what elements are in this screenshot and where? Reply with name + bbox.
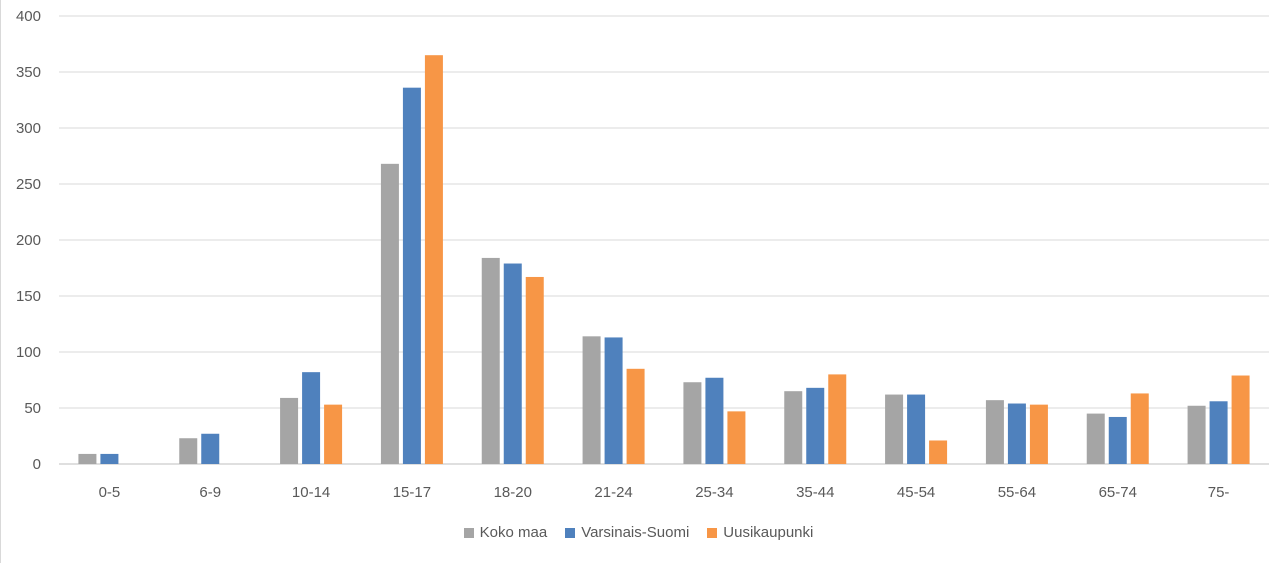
y-tick-label: 350: [16, 64, 41, 81]
y-tick-label: 0: [33, 456, 41, 473]
bar-koko-maa: [683, 382, 702, 464]
bars: [78, 55, 1250, 465]
x-tick-label: 25-34: [695, 484, 733, 501]
bar-varsinais-suomi: [302, 372, 321, 464]
bar-koko-maa: [380, 163, 399, 464]
bar-uusikaupunki: [828, 374, 847, 464]
bar-varsinais-suomi: [1209, 401, 1228, 464]
bar-uusikaupunki: [1130, 393, 1149, 464]
x-tick-label: 21-24: [594, 484, 632, 501]
x-tick-label: 18-20: [494, 484, 532, 501]
bar-uusikaupunki: [324, 404, 343, 464]
legend-label-uusikaupunki: Uusikaupunki: [723, 524, 814, 541]
x-tick-label: 6-9: [199, 484, 221, 501]
bar-koko-maa: [784, 391, 803, 464]
x-tick-label: 65-74: [1099, 484, 1137, 501]
x-tick-label: 0-5: [99, 484, 121, 501]
y-tick-label: 200: [16, 232, 41, 249]
bar-koko-maa: [78, 453, 97, 464]
legend: Koko maa Varsinais-Suomi Uusikaupunki: [1, 524, 1275, 541]
bar-varsinais-suomi: [1108, 416, 1127, 464]
bar-koko-maa: [179, 438, 198, 464]
y-tick-label: 100: [16, 344, 41, 361]
x-tick-label: 75-: [1208, 484, 1230, 501]
x-tick-label: 55-64: [998, 484, 1036, 501]
y-axis-ticks: 0 50 100 150 200 250 300 350 400: [16, 8, 41, 473]
bar-koko-maa: [885, 394, 904, 464]
bar-varsinais-suomi: [604, 337, 623, 464]
y-tick-label: 250: [16, 176, 41, 193]
bar-uusikaupunki: [929, 440, 948, 464]
y-tick-label: 400: [16, 8, 41, 25]
x-tick-label: 35-44: [796, 484, 834, 501]
bar-koko-maa: [1086, 413, 1105, 464]
bar-koko-maa: [1187, 405, 1206, 464]
legend-item-koko-maa: Koko maa: [463, 524, 548, 541]
bar-uusikaupunki: [727, 411, 746, 464]
x-tick-label: 45-54: [897, 484, 935, 501]
x-tick-label: 15-17: [393, 484, 431, 501]
x-tick-label: 10-14: [292, 484, 330, 501]
bar-uusikaupunki: [424, 55, 443, 464]
bar-koko-maa: [582, 336, 601, 464]
bar-varsinais-suomi: [503, 263, 522, 464]
bar-uusikaupunki: [525, 276, 544, 464]
bar-koko-maa: [280, 397, 299, 464]
bar-uusikaupunki: [1029, 404, 1048, 464]
legend-label-koko-maa: Koko maa: [479, 524, 548, 541]
legend-item-uusikaupunki: Uusikaupunki: [707, 524, 813, 541]
legend-item-varsinais-suomi: Varsinais-Suomi: [565, 524, 689, 541]
bar-varsinais-suomi: [806, 387, 825, 464]
legend-swatch-uusikaupunki: [707, 527, 718, 538]
bar-varsinais-suomi: [100, 453, 119, 464]
y-tick-label: 150: [16, 288, 41, 305]
legend-swatch-varsinais-suomi: [565, 527, 576, 538]
y-tick-label: 300: [16, 120, 41, 137]
bar-varsinais-suomi: [402, 87, 421, 465]
gridlines: [59, 15, 1269, 465]
bar-uusikaupunki: [626, 368, 645, 464]
bar-varsinais-suomi: [705, 377, 724, 464]
y-tick-label: 50: [24, 400, 41, 417]
bar-uusikaupunki: [1231, 375, 1250, 464]
x-axis-ticks: 0-5 6-9 10-14 15-17 18-20 21-24 25-34 35-44 45-5…: [99, 484, 1230, 501]
bar-varsinais-suomi: [201, 433, 220, 464]
bar-koko-maa: [481, 257, 500, 464]
bar-varsinais-suomi: [907, 394, 926, 464]
bar-koko-maa: [985, 400, 1004, 464]
legend-swatch-koko-maa: [463, 527, 474, 538]
bar-varsinais-suomi: [1007, 403, 1026, 464]
legend-label-varsinais-suomi: Varsinais-Suomi: [581, 524, 690, 541]
